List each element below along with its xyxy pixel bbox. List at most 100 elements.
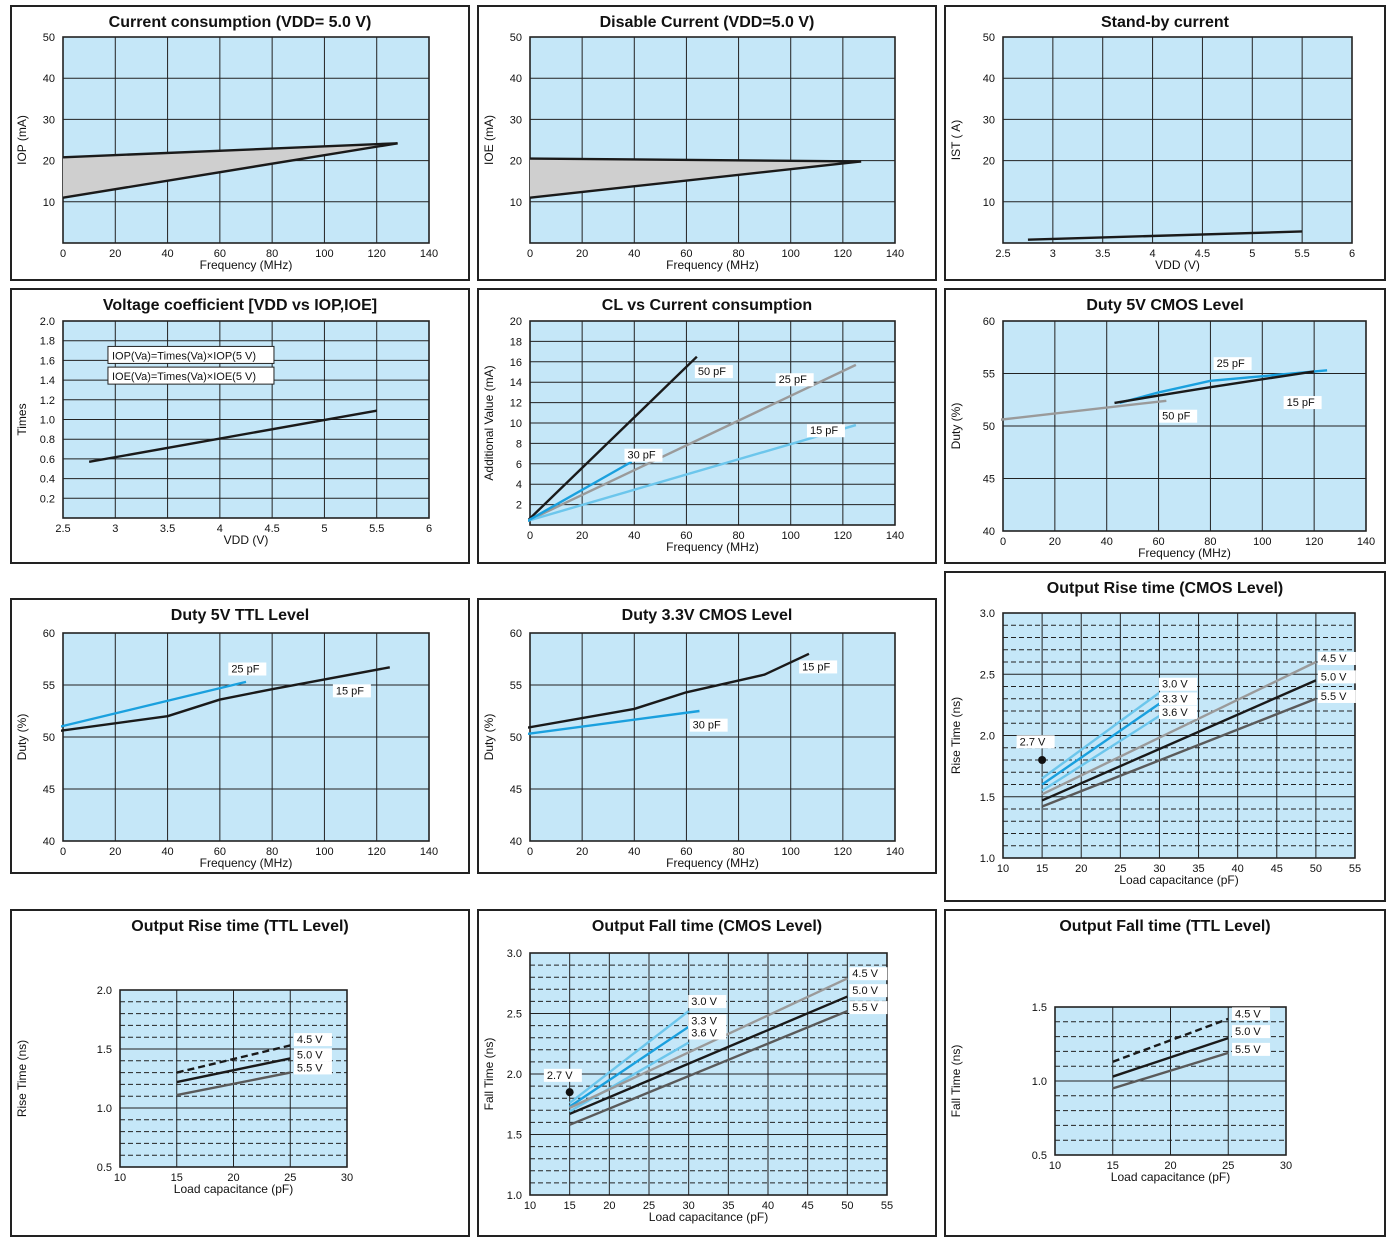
- x-tick-label: 25: [643, 1200, 655, 1212]
- chart-title: Current consumption (VDD= 5.0 V): [109, 14, 372, 31]
- x-tick-label: 60: [680, 248, 692, 260]
- chart-svg-cl: CL vs Current consumption 0 20 40 60 80 100 120…: [482, 297, 904, 554]
- x-tick-label: 6: [1349, 248, 1355, 260]
- y-tick-label: 50: [43, 732, 55, 744]
- y-axis-label: Rise Time (ns): [949, 697, 963, 774]
- x-tick-label: 20: [1049, 536, 1061, 548]
- x-axis-label: Frequency (MHz): [200, 856, 293, 870]
- series-label-4-5-v: 4.5 V: [1321, 653, 1347, 665]
- plot-frame: [119, 989, 348, 1168]
- x-tick-label: 15: [171, 1172, 183, 1184]
- x-tick-label: 120: [834, 248, 852, 260]
- plot-frame: [529, 36, 896, 244]
- y-tick-label: 2.0: [507, 1069, 522, 1081]
- series-line-5-0-v: [1041, 679, 1317, 802]
- series-label-bg: [1159, 677, 1198, 691]
- chart-svg-d33c: Duty 3.3V CMOS Level 0 20 40 60 80 100 120 140 40…: [482, 607, 904, 870]
- series-label-25-pf: 25 pF: [779, 374, 807, 386]
- y-tick-label: 1.0: [40, 415, 55, 427]
- chart-title: Disable Current (VDD=5.0 V): [600, 14, 815, 31]
- x-tick-label: 40: [161, 846, 173, 858]
- x-tick-label: 0: [527, 846, 533, 858]
- x-tick-label: 40: [628, 248, 640, 260]
- series-line-3-6-v: [569, 1041, 690, 1113]
- annotation-text: IOP(Va)=Times(Va)×IOP(5 V): [112, 350, 256, 362]
- x-tick-label: 140: [420, 248, 438, 260]
- x-tick-label: 80: [266, 248, 278, 260]
- y-axis-label: Duty (%): [482, 714, 496, 761]
- series-label-bg: [1159, 692, 1198, 706]
- x-tick-label: 30: [683, 1200, 695, 1212]
- series-label-5-5-v: 5.5 V: [1235, 1044, 1261, 1056]
- annotation-text: IOE(Va)=Times(Va)×IOE(5 V): [112, 371, 256, 383]
- y-tick-label: 0.8: [40, 434, 55, 446]
- series-group: [1027, 230, 1303, 241]
- series-label-15-pf: 15 pF: [1287, 397, 1315, 409]
- chart-panel-dc: Disable Current (VDD=5.0 V) 0 20 40 60 80 100 1…: [477, 5, 937, 281]
- y-tick-label: 1.5: [980, 792, 995, 804]
- x-tick-label: 100: [315, 846, 333, 858]
- x-tick-label: 55: [1349, 863, 1361, 875]
- chart-title: Output Fall time (CMOS Level): [592, 918, 822, 935]
- x-tick-label: 140: [420, 846, 438, 858]
- x-tick-label: 140: [886, 530, 904, 542]
- series-label-bg: [1159, 705, 1198, 719]
- y-tick-label: 20: [510, 316, 522, 328]
- chart-panel-ofc: Output Fall time (CMOS Level) 10 15 20 25 30 3…: [477, 909, 937, 1237]
- series-label-bg: [1317, 670, 1356, 684]
- x-tick-label: 20: [109, 248, 121, 260]
- chart-svg-cc: Current consumption (VDD= 5.0 V) 0 20 40 60 8…: [15, 14, 438, 272]
- x-tick-label: 50: [841, 1200, 853, 1212]
- y-axis-label: Fall Time (ns): [949, 1045, 963, 1118]
- series-line-25-pf: [61, 680, 247, 728]
- chart-svg-sb: Stand-by current 2.5 3 3.5 4 4.5 5 5.5 6 10 20 30 40…: [949, 14, 1355, 272]
- chart-svg-vc: Voltage coefficient [VDD vs IOP,IOE] 2.5 3…: [15, 297, 432, 547]
- series-label-5-0-v: 5.0 V: [1235, 1026, 1261, 1038]
- series-label-30-pf: 30 pF: [693, 720, 721, 732]
- x-tick-label: 80: [1204, 536, 1216, 548]
- y-axis-label: Fall Time (ns): [482, 1038, 496, 1111]
- series-label-bg: [293, 1033, 332, 1047]
- chart-panel-d5t: Duty 5V TTL Level 0 20 40 60 80 100 120 140 40 45 5…: [10, 598, 470, 874]
- y-axis-label: IOE (mA): [482, 115, 496, 165]
- series-label-bg: [293, 1048, 332, 1062]
- x-tick-label: 120: [834, 846, 852, 858]
- x-tick-label: 4: [1150, 248, 1156, 260]
- series-label-15-pf: 15 pF: [802, 661, 830, 673]
- y-tick-label: 4: [516, 479, 522, 491]
- y-tick-label: 30: [983, 114, 995, 126]
- x-tick-label: 60: [214, 248, 226, 260]
- y-tick-label: 1.8: [40, 336, 55, 348]
- series-line-4-5-v: [176, 1044, 291, 1074]
- y-tick-label: 40: [983, 526, 995, 538]
- y-tick-label: 12: [510, 398, 522, 410]
- x-tick-label: 35: [1192, 863, 1204, 875]
- marker-point: [1038, 756, 1047, 764]
- y-tick-label: 16: [510, 357, 522, 369]
- x-tick-label: 5.5: [369, 523, 384, 535]
- chart-panel-ort: Output Rise time (TTL Level) 10 15 20 25 30 0.…: [10, 909, 470, 1237]
- series-label-5-5-v: 5.5 V: [852, 1002, 878, 1014]
- chart-title: Duty 3.3V CMOS Level: [622, 607, 793, 624]
- x-tick-label: 60: [680, 846, 692, 858]
- x-tick-label: 0: [1000, 536, 1006, 548]
- series-label-bg: [849, 1001, 888, 1015]
- y-axis-label: Additional Value (mA): [482, 365, 496, 480]
- x-tick-label: 10: [997, 863, 1009, 875]
- y-tick-label: 6: [516, 459, 522, 471]
- x-tick-label: 140: [886, 846, 904, 858]
- y-tick-label: 50: [983, 421, 995, 433]
- x-tick-label: 10: [1049, 1160, 1061, 1172]
- y-tick-label: 14: [510, 377, 522, 389]
- series-label-bg: [688, 995, 727, 1009]
- series-group: [529, 157, 862, 199]
- y-tick-label: 45: [510, 784, 522, 796]
- y-axis-label: Duty (%): [15, 714, 29, 761]
- y-tick-label: 10: [43, 197, 55, 209]
- x-axis-label: Load capacitance (pF): [1111, 1170, 1230, 1184]
- y-tick-label: 10: [510, 197, 522, 209]
- y-tick-label: 2.0: [980, 731, 995, 743]
- series-line: [62, 142, 398, 159]
- chart-panel-orc: Output Rise time (CMOS Level) 10 15 20 25 30 3…: [944, 571, 1386, 902]
- x-tick-label: 80: [732, 530, 744, 542]
